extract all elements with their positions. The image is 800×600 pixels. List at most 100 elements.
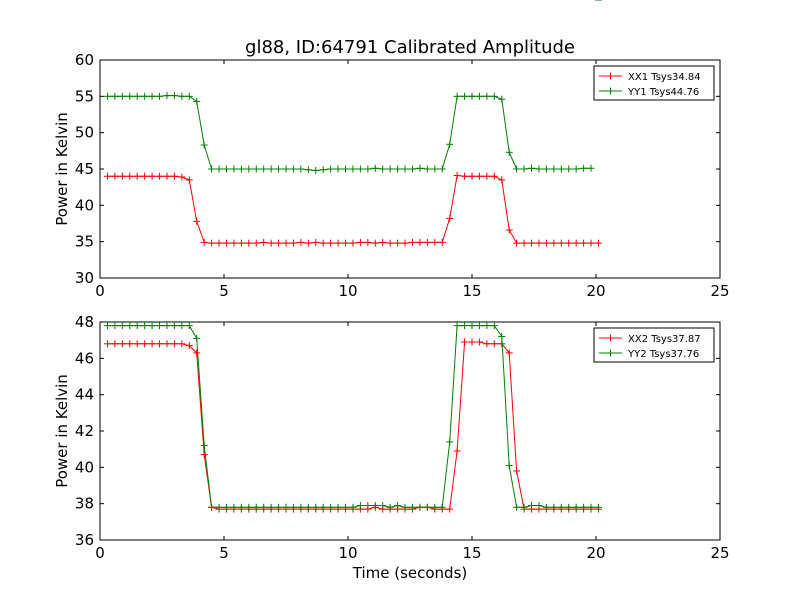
data-point <box>156 92 164 100</box>
data-point <box>148 92 156 100</box>
data-point <box>304 503 312 511</box>
data-point <box>185 342 193 350</box>
x-tick-label: 15 <box>462 282 481 300</box>
data-point <box>557 503 565 511</box>
data-point <box>431 165 439 173</box>
data-point <box>170 92 178 100</box>
data-point <box>193 97 201 105</box>
data-point <box>565 165 573 173</box>
data-point <box>580 503 588 511</box>
data-point <box>222 503 230 511</box>
data-point <box>446 140 454 148</box>
data-point <box>505 148 513 156</box>
data-point <box>550 239 558 247</box>
data-point <box>267 165 275 173</box>
data-point <box>446 505 454 513</box>
data-point <box>416 164 424 172</box>
data-point <box>453 447 461 455</box>
data-point <box>565 239 573 247</box>
data-point <box>520 165 528 173</box>
data-point <box>461 92 469 100</box>
data-point <box>423 238 431 246</box>
data-point <box>356 501 364 509</box>
data-point <box>200 238 208 246</box>
data-point <box>200 442 208 450</box>
legend: XX2 Tsys37.87 YY2 Tsys37.76 <box>593 327 715 363</box>
data-point <box>289 503 297 511</box>
data-point <box>319 503 327 511</box>
data-point <box>222 239 230 247</box>
data-point <box>118 92 126 100</box>
data-point <box>408 165 416 173</box>
data-point <box>587 164 595 172</box>
data-point <box>141 322 149 330</box>
x-tick-label: 20 <box>586 282 605 300</box>
data-point <box>438 165 446 173</box>
data-point <box>252 239 260 247</box>
data-point <box>260 238 268 246</box>
data-point <box>401 239 409 247</box>
data-point <box>349 239 357 247</box>
data-point <box>475 172 483 180</box>
y-tick-label: 40 <box>75 196 94 214</box>
data-point <box>111 322 119 330</box>
x-tick-label: 10 <box>338 282 357 300</box>
data-point <box>557 165 565 173</box>
x-tick-label: 5 <box>219 282 229 300</box>
data-point <box>572 165 580 173</box>
legend-item: XX1 Tsys34.84 <box>599 72 701 83</box>
legend-box <box>593 65 715 101</box>
data-point <box>267 503 275 511</box>
data-point <box>245 503 253 511</box>
data-point <box>319 166 327 174</box>
data-point <box>312 166 320 174</box>
data-point <box>468 338 476 346</box>
data-point <box>364 238 372 246</box>
data-point <box>356 165 364 173</box>
data-point <box>438 238 446 246</box>
data-point <box>252 165 260 173</box>
data-point <box>386 239 394 247</box>
subplot-2: 0 5 10 15 20 25 36 38 40 42 44 46 48 Power in Kelvin T… <box>53 313 730 582</box>
chart-title: gl88, ID:64791 Calibrated Amplitude <box>245 37 575 58</box>
y-axis-label: Power in Kelvin <box>53 112 71 226</box>
data-point <box>126 322 134 330</box>
data-point <box>260 503 268 511</box>
data-point <box>379 238 387 246</box>
data-point <box>535 165 543 173</box>
data-point <box>133 340 141 348</box>
data-point <box>461 322 469 330</box>
y-tick-label: 46 <box>75 349 94 367</box>
data-point <box>178 92 186 100</box>
data-point <box>483 172 491 180</box>
data-point <box>483 340 491 348</box>
data-point <box>490 92 498 100</box>
y-tick-label: 42 <box>75 422 94 440</box>
series-1 <box>103 338 602 513</box>
data-point <box>557 239 565 247</box>
data-point <box>565 503 573 511</box>
data-point <box>222 165 230 173</box>
y-tick-label: 30 <box>75 269 94 287</box>
data-point <box>364 165 372 173</box>
data-point <box>505 462 513 470</box>
data-point <box>587 239 595 247</box>
data-point <box>438 503 446 511</box>
data-point <box>483 322 491 330</box>
data-point <box>126 172 134 180</box>
data-point <box>245 239 253 247</box>
data-point <box>200 451 208 459</box>
data-point <box>237 165 245 173</box>
data-point <box>103 322 111 330</box>
data-point <box>230 503 238 511</box>
data-point <box>446 438 454 446</box>
data-point <box>170 172 178 180</box>
data-point <box>252 503 260 511</box>
data-point <box>289 165 297 173</box>
data-point <box>193 349 201 357</box>
data-point <box>327 165 335 173</box>
data-point <box>275 503 283 511</box>
data-point <box>312 238 320 246</box>
data-point <box>475 92 483 100</box>
data-point <box>103 340 111 348</box>
